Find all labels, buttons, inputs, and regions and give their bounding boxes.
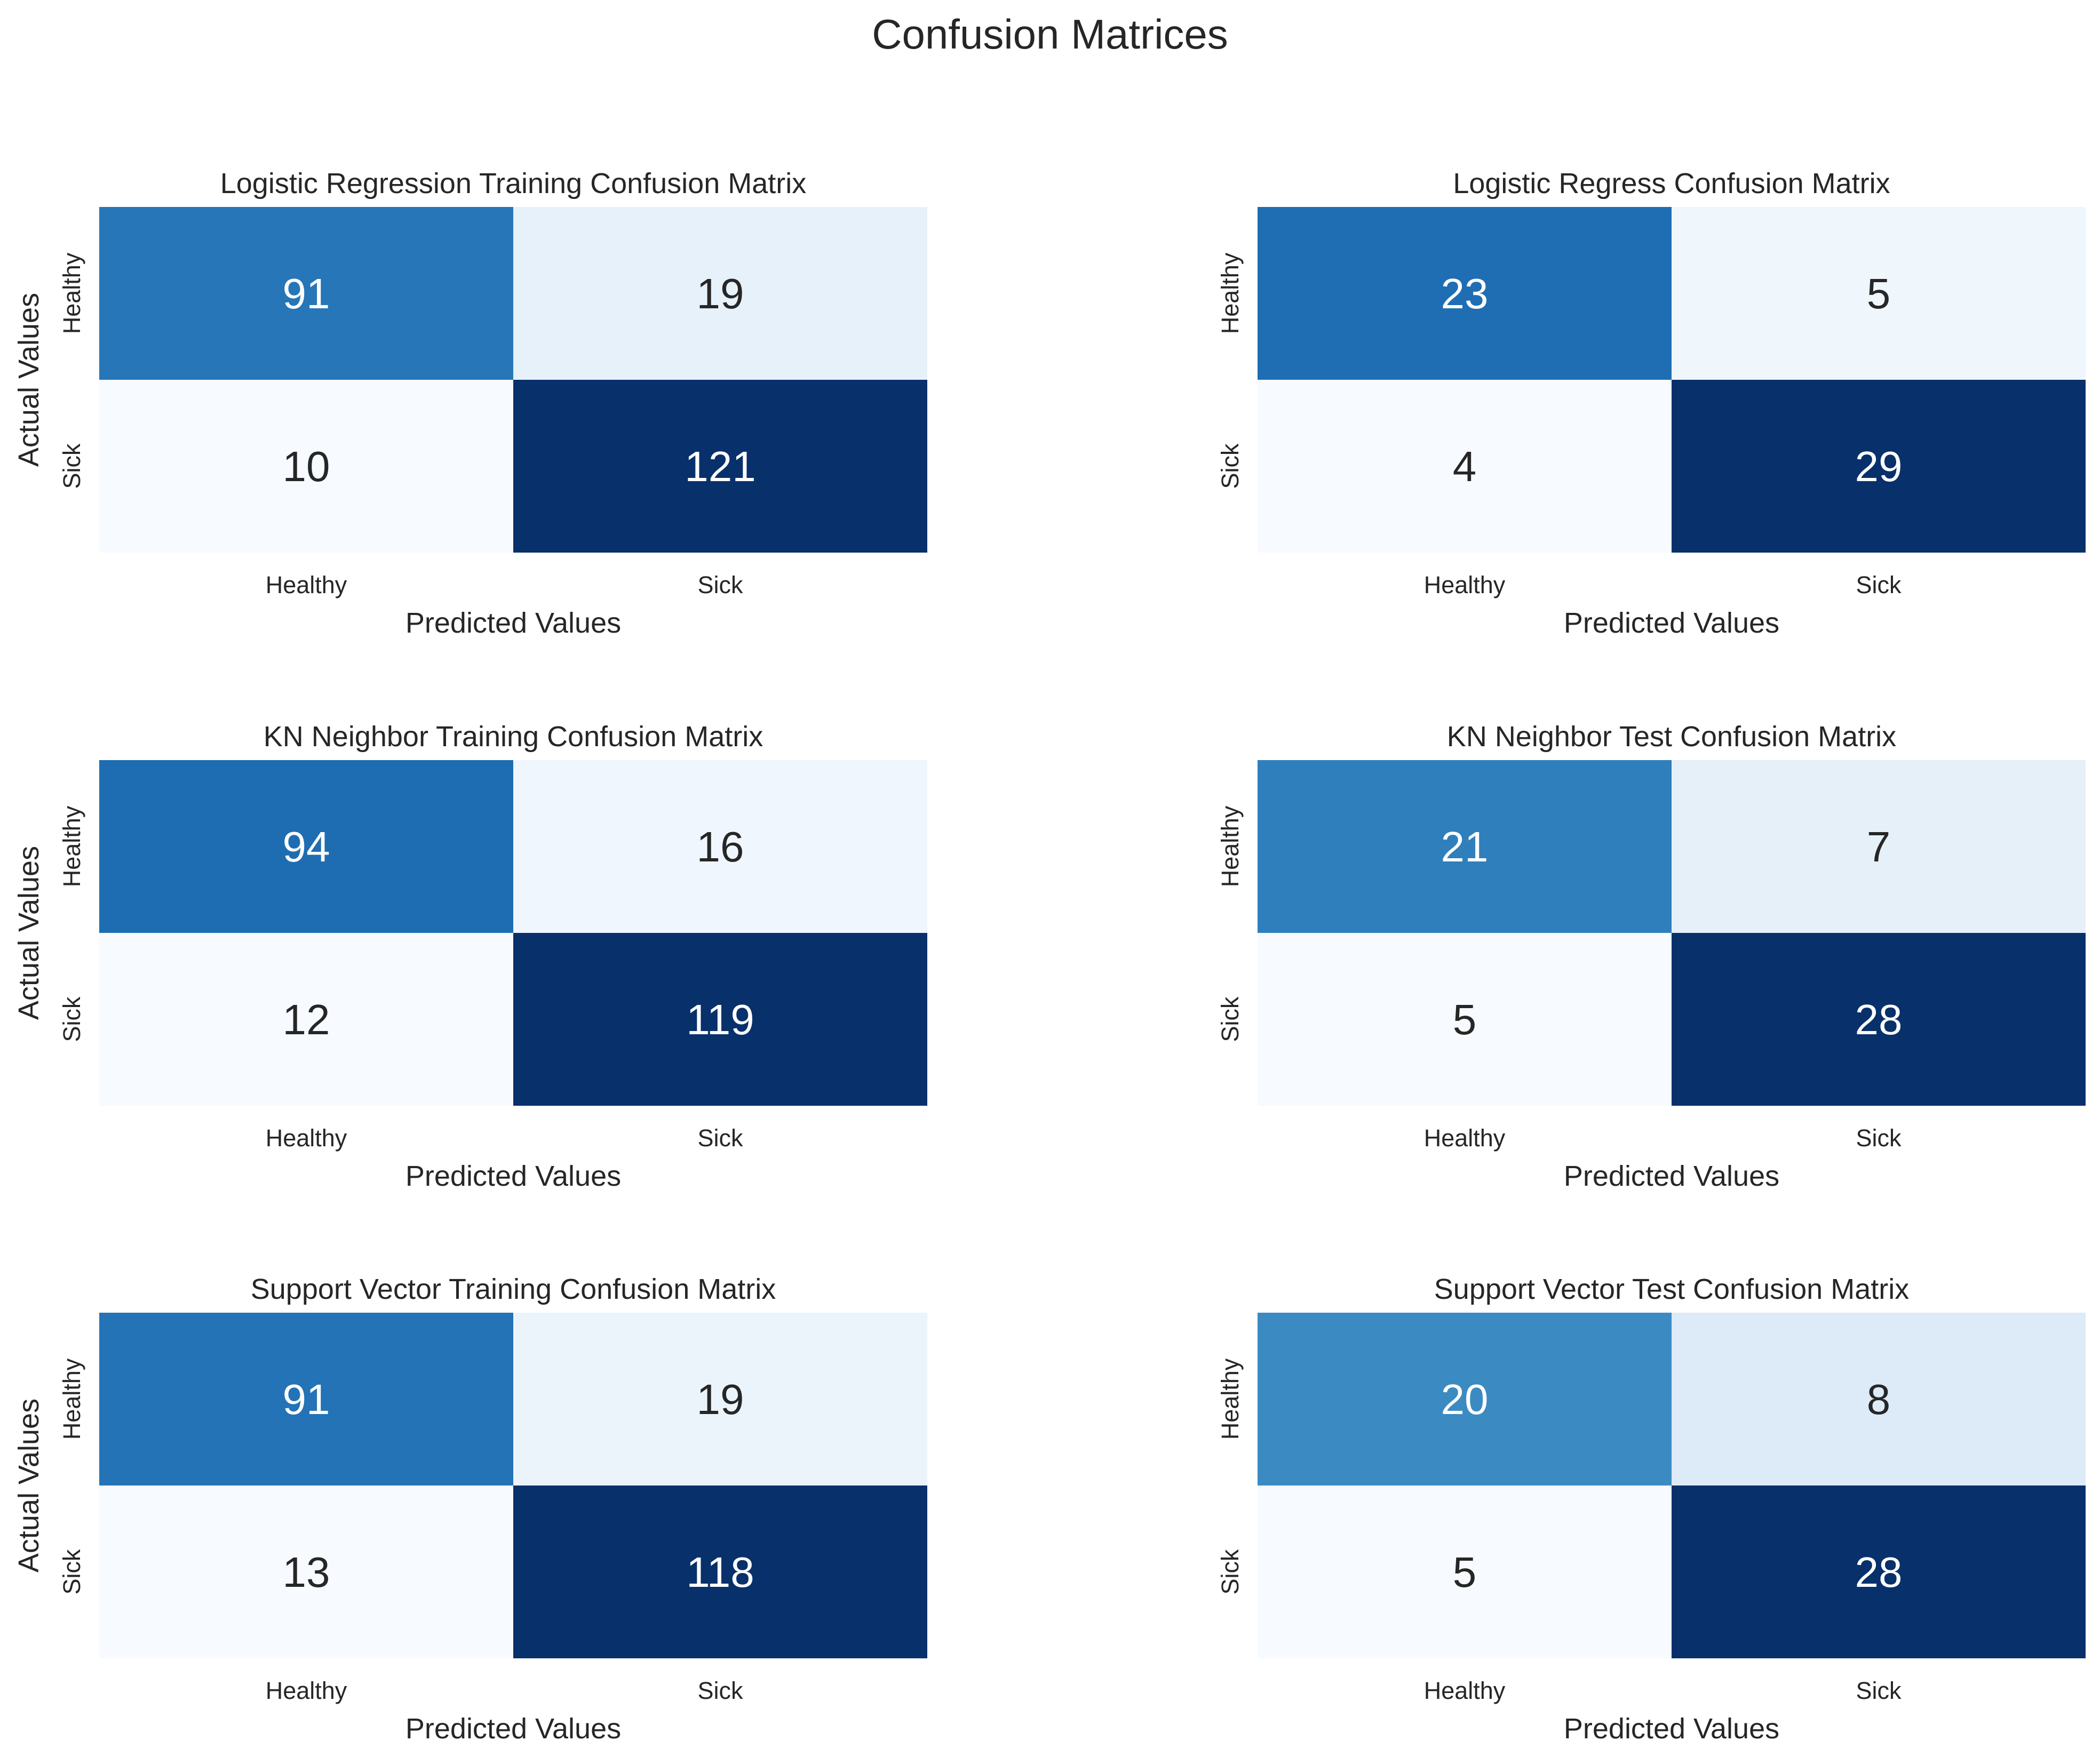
x-axis-label: Predicted Values [405, 1160, 621, 1192]
x-axis-label: Predicted Values [405, 607, 621, 639]
x-tick-label: Healthy [1424, 1124, 1506, 1152]
heatmap-panel-2: Logistic Regress Confusion Matrix 23 5 4 29 H… [1216, 167, 2086, 639]
heatmap-cell [1258, 1486, 1672, 1658]
cell-value: 8 [1867, 1376, 1891, 1423]
y-tick-label: Healthy [58, 805, 85, 887]
heatmap-cell [513, 760, 927, 933]
cell-value: 5 [1453, 1548, 1477, 1596]
cell-value: 10 [283, 443, 330, 490]
x-tick-label: Healthy [266, 571, 347, 598]
heatmap-cell [1672, 1313, 2086, 1486]
heatmap-cell [513, 380, 927, 553]
panel-title: Support Vector Training Confusion Matrix [251, 1273, 776, 1305]
x-axis-label: Predicted Values [1564, 607, 1779, 639]
y-tick-label: Sick [1216, 996, 1244, 1042]
cell-value: 5 [1453, 996, 1477, 1043]
heatmap-cell [1258, 933, 1672, 1106]
x-tick-label: Healthy [266, 1124, 347, 1152]
y-axis-label: Actual Values [13, 846, 45, 1020]
heatmap-panel-3: KN Neighbor Training Confusion Matrix 94 1… [13, 721, 927, 1192]
y-axis-label: Actual Values [13, 293, 45, 467]
heatmap-cell [1258, 1313, 1672, 1486]
y-tick-label: Healthy [58, 252, 85, 334]
x-tick-label: Sick [1856, 1677, 1902, 1704]
heatmap-panel-5: Support Vector Training Confusion Matrix… [13, 1273, 927, 1745]
panel-title: KN Neighbor Test Confusion Matrix [1447, 721, 1896, 753]
y-tick-label: Sick [58, 996, 85, 1042]
heatmap-cell [1258, 760, 1672, 933]
heatmap-cell [99, 933, 513, 1106]
y-tick-label: Healthy [58, 1358, 85, 1440]
cell-value: 28 [1855, 996, 1903, 1043]
y-tick-label: Sick [58, 443, 85, 489]
heatmap-cell [99, 207, 513, 380]
cell-value: 19 [697, 1376, 744, 1423]
heatmap-cell [513, 1486, 927, 1658]
heatmap-panel-6: Support Vector Test Confusion Matrix 20 8 5… [1216, 1273, 2086, 1745]
cell-value: 118 [686, 1548, 754, 1596]
cell-value: 12 [283, 996, 330, 1043]
x-tick-label: Sick [697, 1677, 743, 1704]
y-tick-label: Sick [1216, 443, 1244, 489]
cell-value: 23 [1441, 270, 1489, 317]
x-tick-label: Healthy [1424, 571, 1506, 598]
y-tick-label: Healthy [1216, 1358, 1244, 1440]
heatmap-cell [1258, 380, 1672, 553]
heatmap-cell [1672, 1486, 2086, 1658]
heatmap-cell [513, 1313, 927, 1486]
heatmap-cell [1672, 760, 2086, 933]
heatmap-panel-4: KN Neighbor Test Confusion Matrix 21 7 5 28 H… [1216, 721, 2086, 1192]
cell-value: 20 [1441, 1376, 1489, 1423]
heatmap-cell [1672, 933, 2086, 1106]
x-axis-label: Predicted Values [1564, 1713, 1779, 1745]
y-tick-label: Sick [1216, 1549, 1244, 1595]
cell-value: 91 [283, 270, 330, 317]
figure-title: Confusion Matrices [872, 11, 1228, 58]
x-axis-label: Predicted Values [1564, 1160, 1779, 1192]
panel-title: Logistic Regression Training Confusion M… [220, 167, 807, 199]
x-tick-label: Sick [1856, 571, 1902, 598]
cell-value: 121 [685, 443, 755, 490]
y-tick-label: Healthy [1216, 252, 1244, 334]
x-axis-label: Predicted Values [405, 1713, 621, 1745]
heatmap-cell [513, 933, 927, 1106]
heatmap-cell [99, 1313, 513, 1486]
cell-value: 4 [1453, 443, 1477, 490]
y-tick-label: Healthy [1216, 805, 1244, 887]
cell-value: 5 [1867, 270, 1891, 317]
heatmap-cell [1672, 380, 2086, 553]
heatmap-panel-1: Logistic Regression Training Confusion M… [13, 167, 927, 639]
heatmap-cell [1258, 207, 1672, 380]
panel-title: Support Vector Test Confusion Matrix [1434, 1273, 1909, 1305]
cell-value: 13 [283, 1548, 330, 1596]
heatmap-cell [513, 207, 927, 380]
cell-value: 94 [283, 823, 330, 870]
cell-value: 29 [1855, 443, 1903, 490]
cell-value: 91 [283, 1376, 330, 1423]
panel-title: KN Neighbor Training Confusion Matrix [264, 721, 763, 753]
x-tick-label: Healthy [1424, 1677, 1506, 1704]
y-axis-label: Actual Values [13, 1399, 45, 1572]
heatmap-cell [1672, 207, 2086, 380]
cell-value: 19 [697, 270, 744, 317]
heatmap-cell [99, 760, 513, 933]
x-tick-label: Sick [1856, 1124, 1902, 1152]
x-tick-label: Healthy [266, 1677, 347, 1704]
cell-value: 7 [1867, 823, 1891, 870]
x-tick-label: Sick [697, 1124, 743, 1152]
y-tick-label: Sick [58, 1549, 85, 1595]
panel-title: Logistic Regress Confusion Matrix [1453, 167, 1890, 199]
x-tick-label: Sick [697, 571, 743, 598]
cell-value: 16 [697, 823, 744, 870]
heatmap-cell [99, 1486, 513, 1658]
heatmap-cell [99, 380, 513, 553]
cell-value: 119 [686, 996, 754, 1043]
cell-value: 28 [1855, 1548, 1903, 1596]
cell-value: 21 [1441, 823, 1489, 870]
